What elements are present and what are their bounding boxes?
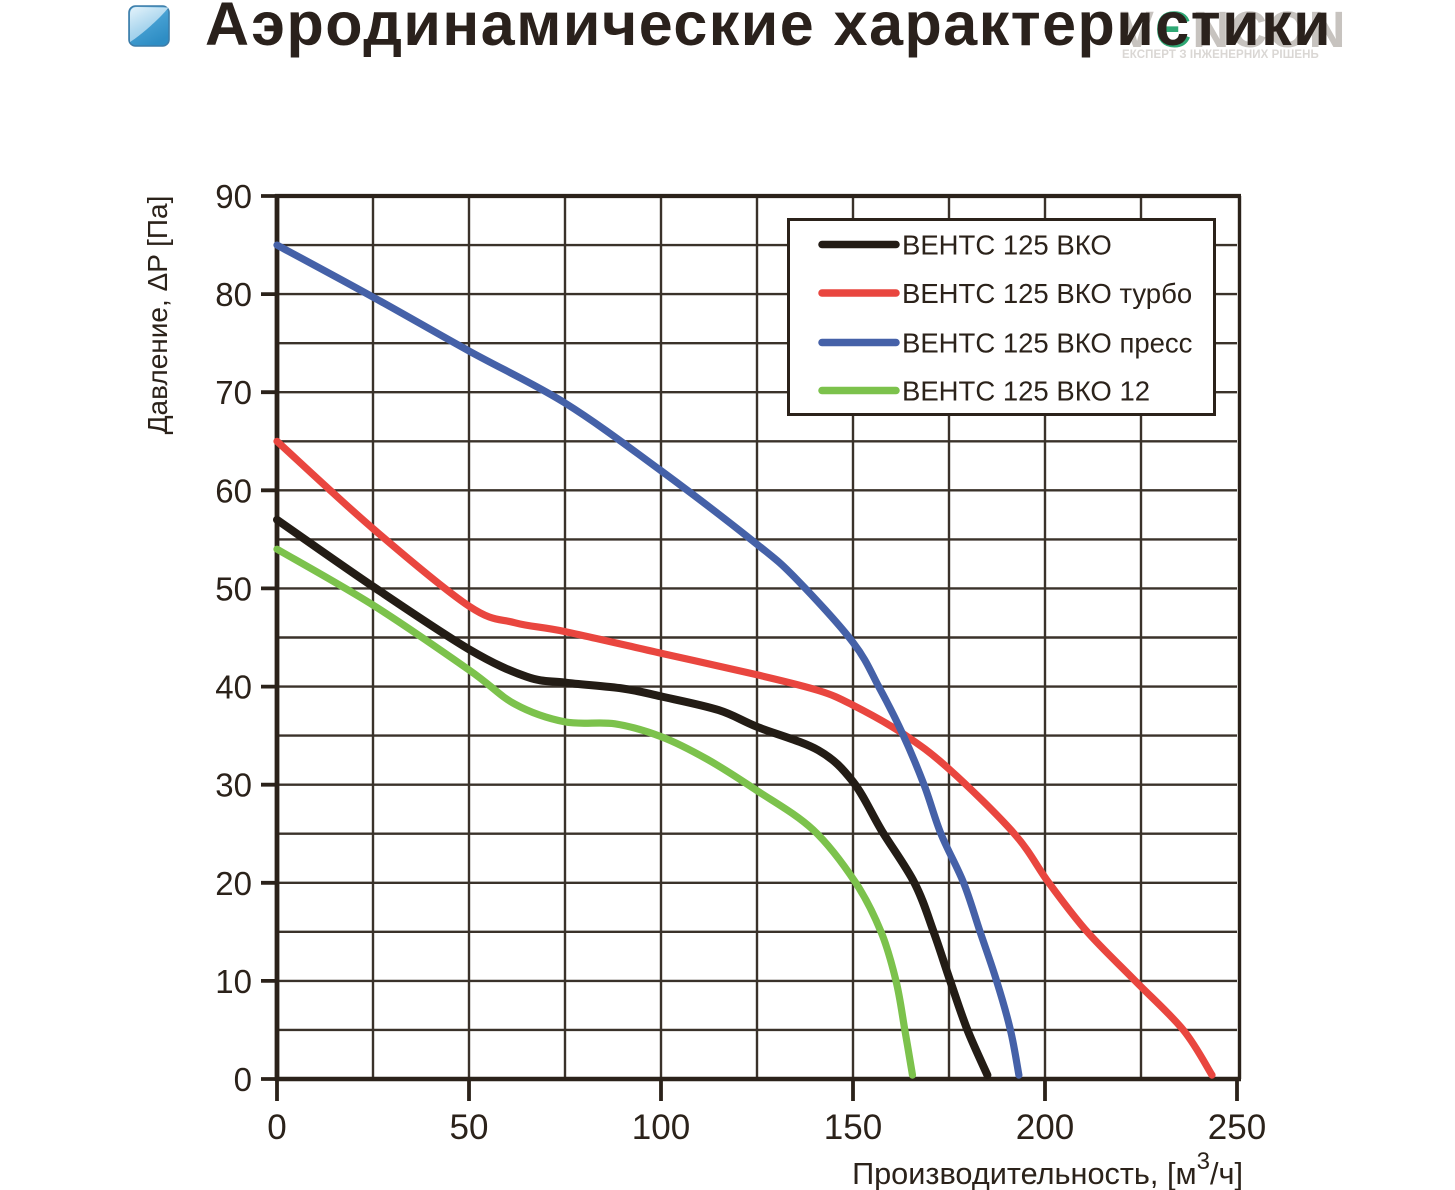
svg-text:10: 10 [215,963,252,1000]
svg-text:70: 70 [215,374,252,411]
svg-text:ВЕНТС 125 ВКО пресс: ВЕНТС 125 ВКО пресс [902,328,1193,359]
svg-text:50: 50 [450,1108,489,1147]
svg-text:Давление, ΔP [Па]: Давление, ΔP [Па] [142,196,173,435]
svg-text:100: 100 [632,1108,690,1147]
svg-text:50: 50 [215,570,252,607]
svg-text:ВЕНТС 125 ВКО турбо: ВЕНТС 125 ВКО турбо [902,278,1192,309]
svg-text:200: 200 [1016,1108,1074,1147]
svg-text:250: 250 [1208,1108,1266,1147]
svg-text:Производительность, [м3/ч]: Производительность, [м3/ч] [852,1148,1243,1190]
svg-text:90: 90 [215,178,252,215]
svg-text:ВЕНТС 125 ВКО 12: ВЕНТС 125 ВКО 12 [902,376,1150,407]
svg-text:20: 20 [215,865,252,902]
svg-text:0: 0 [234,1061,252,1098]
svg-text:80: 80 [215,276,252,313]
svg-text:0: 0 [267,1108,286,1147]
svg-text:60: 60 [215,472,252,509]
svg-text:ВЕНТС 125 ВКО: ВЕНТС 125 ВКО [902,230,1112,261]
svg-text:40: 40 [215,669,252,706]
svg-text:150: 150 [824,1108,882,1147]
svg-text:30: 30 [215,767,252,804]
